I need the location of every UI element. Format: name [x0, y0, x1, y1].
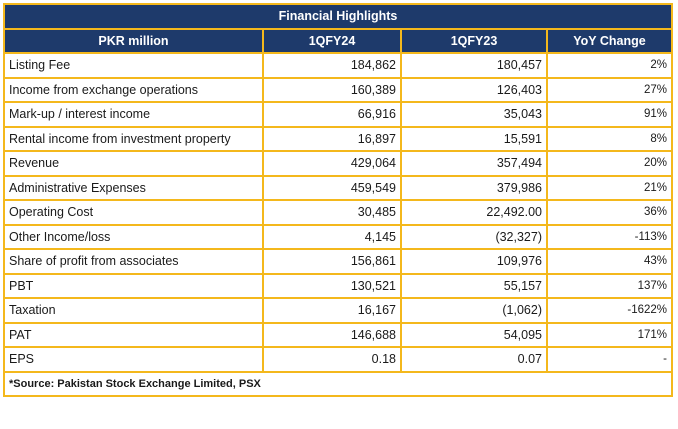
value-1qfy24: 16,167: [262, 297, 402, 324]
table-row: Mark-up / interest income 66,916 35,043 91%: [3, 101, 674, 128]
value-yoy-change: 27%: [545, 76, 674, 103]
value-1qfy24: 16,897: [262, 125, 402, 152]
value-1qfy24: 0.18: [262, 346, 402, 373]
footnote-row: *Source: Pakistan Stock Exchange Limited…: [2, 370, 674, 397]
value-yoy-change: 91%: [545, 101, 674, 128]
value-yoy-change: -: [545, 346, 674, 373]
value-1qfy23: 357,494: [400, 150, 548, 177]
column-header-row: PKR million 1QFY24 1QFY23 YoY Change: [3, 27, 674, 54]
column-header-1qfy23: 1QFY23: [400, 27, 548, 54]
value-1qfy23: 109,976: [400, 248, 548, 275]
value-yoy-change: 2%: [545, 52, 674, 79]
row-label: Other Income/loss: [3, 223, 264, 250]
value-1qfy24: 66,916: [262, 101, 402, 128]
row-label: Taxation: [3, 297, 264, 324]
value-1qfy24: 156,861: [262, 248, 402, 275]
value-1qfy23: 379,986: [400, 174, 548, 201]
row-label: Income from exchange operations: [3, 76, 264, 103]
row-label: Rental income from investment property: [3, 125, 264, 152]
value-1qfy24: 160,389: [262, 76, 402, 103]
value-1qfy23: 15,591: [400, 125, 548, 152]
table-row: Taxation 16,167 (1,062) -1622%: [3, 297, 674, 324]
row-label: PAT: [3, 321, 264, 348]
row-label: Listing Fee: [3, 52, 264, 79]
value-1qfy23: 54,095: [400, 321, 548, 348]
value-yoy-change: 137%: [545, 272, 674, 299]
value-yoy-change: 8%: [545, 125, 674, 152]
financial-highlights-panel: Financial Highlights PKR million 1QFY24 …: [2, 3, 674, 397]
value-1qfy23: 35,043: [400, 101, 548, 128]
financial-highlights-table: Financial Highlights PKR million 1QFY24 …: [2, 3, 674, 397]
table-row: Other Income/loss 4,145 (32,327) -113%: [3, 223, 674, 250]
row-label: Revenue: [3, 150, 264, 177]
value-1qfy24: 459,549: [262, 174, 402, 201]
table-row: Administrative Expenses 459,549 379,986 21%: [3, 174, 674, 201]
table-row: Rental income from investment property 16…: [3, 125, 674, 152]
table-row: Revenue 429,064 357,494 20%: [3, 150, 674, 177]
table-row: Listing Fee 184,862 180,457 2%: [3, 52, 674, 79]
column-header-yoy-change: YoY Change: [545, 27, 674, 54]
table-row: Operating Cost 30,485 22,492.00 36%: [3, 199, 674, 226]
row-label: PBT: [3, 272, 264, 299]
value-1qfy23: (1,062): [400, 297, 548, 324]
value-yoy-change: -113%: [545, 223, 674, 250]
row-label: Operating Cost: [3, 199, 264, 226]
value-1qfy23: (32,327): [400, 223, 548, 250]
value-yoy-change: -1622%: [545, 297, 674, 324]
row-label: Share of profit from associates: [3, 248, 264, 275]
value-yoy-change: 171%: [545, 321, 674, 348]
table-row: PAT 146,688 54,095 171%: [3, 321, 674, 348]
value-yoy-change: 20%: [545, 150, 674, 177]
value-1qfy24: 4,145: [262, 223, 402, 250]
value-yoy-change: 43%: [545, 248, 674, 275]
table-title-row: Financial Highlights: [2, 3, 674, 30]
value-1qfy23: 22,492.00: [400, 199, 548, 226]
value-1qfy24: 184,862: [262, 52, 402, 79]
value-1qfy23: 0.07: [400, 346, 548, 373]
value-1qfy23: 55,157: [400, 272, 548, 299]
column-header-1qfy24: 1QFY24: [262, 27, 402, 54]
value-1qfy24: 429,064: [262, 150, 402, 177]
row-label: Mark-up / interest income: [3, 101, 264, 128]
value-yoy-change: 36%: [545, 199, 674, 226]
value-yoy-change: 21%: [545, 174, 674, 201]
source-footnote: *Source: Pakistan Stock Exchange Limited…: [2, 370, 674, 397]
column-header-metric: PKR million: [3, 27, 264, 54]
table-body: Listing Fee 184,862 180,457 2% Income from e…: [3, 52, 674, 373]
table-row: Income from exchange operations 160,389 12…: [3, 76, 674, 103]
row-label: Administrative Expenses: [3, 174, 264, 201]
value-1qfy24: 146,688: [262, 321, 402, 348]
table-row: PBT 130,521 55,157 137%: [3, 272, 674, 299]
value-1qfy24: 30,485: [262, 199, 402, 226]
value-1qfy23: 126,403: [400, 76, 548, 103]
table-row: EPS 0.18 0.07-: [3, 346, 674, 373]
value-1qfy24: 130,521: [262, 272, 402, 299]
value-1qfy23: 180,457: [400, 52, 548, 79]
table-title: Financial Highlights: [2, 3, 674, 30]
table-row: Share of profit from associates 156,861 10…: [3, 248, 674, 275]
row-label: EPS: [3, 346, 264, 373]
